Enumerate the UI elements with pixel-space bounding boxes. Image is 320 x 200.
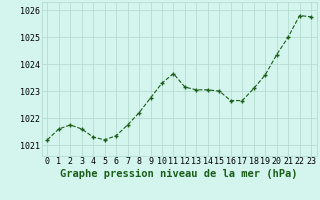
X-axis label: Graphe pression niveau de la mer (hPa): Graphe pression niveau de la mer (hPa) <box>60 169 298 179</box>
